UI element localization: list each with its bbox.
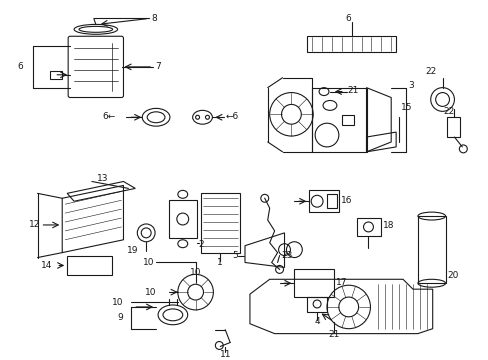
- Bar: [311, 87, 366, 152]
- Text: 10: 10: [144, 288, 156, 297]
- Text: 6: 6: [345, 14, 351, 23]
- Bar: [356, 218, 381, 236]
- Text: 7: 7: [155, 62, 161, 71]
- Text: 5: 5: [232, 251, 238, 260]
- Bar: [67, 256, 111, 275]
- Text: 10: 10: [112, 297, 123, 306]
- Text: 9: 9: [118, 313, 123, 322]
- Text: 19: 19: [126, 246, 138, 255]
- Text: 6←: 6←: [102, 112, 115, 121]
- Text: 23: 23: [281, 251, 292, 260]
- Text: 13: 13: [97, 174, 108, 183]
- Text: 10: 10: [189, 268, 201, 277]
- Text: 12: 12: [29, 220, 40, 229]
- Text: 21: 21: [347, 86, 358, 95]
- Text: 18: 18: [383, 221, 394, 230]
- Text: 4: 4: [314, 317, 319, 326]
- Text: 6: 6: [18, 62, 23, 71]
- Text: 8: 8: [151, 14, 157, 23]
- Text: 3: 3: [407, 81, 413, 90]
- Text: 15: 15: [400, 103, 412, 112]
- Bar: [326, 194, 336, 208]
- Bar: [294, 269, 333, 297]
- Bar: [200, 193, 240, 253]
- Text: 17: 17: [335, 278, 346, 287]
- Text: 16: 16: [340, 196, 351, 205]
- Text: 14: 14: [41, 261, 52, 270]
- Text: 22: 22: [424, 67, 435, 76]
- Bar: [50, 71, 62, 79]
- Text: 20: 20: [447, 271, 458, 280]
- Text: 11: 11: [219, 350, 230, 359]
- Bar: [168, 200, 196, 238]
- Text: 10: 10: [142, 258, 154, 267]
- Text: 1: 1: [217, 258, 223, 267]
- Bar: [306, 297, 326, 312]
- Bar: [308, 190, 338, 212]
- Text: ←6: ←6: [225, 112, 238, 121]
- Bar: [446, 117, 459, 137]
- Bar: [341, 115, 353, 125]
- Text: 21: 21: [327, 330, 339, 339]
- Text: 22: 22: [442, 107, 453, 116]
- Bar: [306, 36, 395, 52]
- Text: 2: 2: [198, 240, 204, 249]
- Bar: [417, 216, 445, 283]
